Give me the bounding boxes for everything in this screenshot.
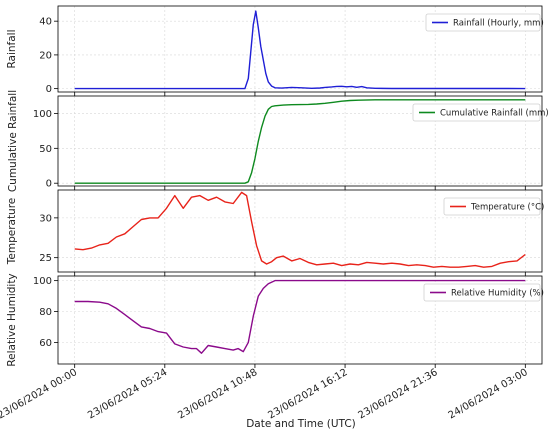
- legend: [423, 283, 541, 302]
- legend: [443, 197, 541, 216]
- legend: [412, 103, 541, 122]
- y-tick-label: 60: [39, 338, 52, 349]
- y-tick-label: 0: [46, 179, 52, 190]
- series-line: [74, 279, 526, 354]
- legend-label: Relative Humidity (%): [451, 289, 544, 299]
- legend: [425, 13, 541, 32]
- y-tick-label: 50: [39, 144, 52, 155]
- axes-frame: [57, 5, 543, 93]
- axes-frame: [57, 189, 543, 273]
- x-tick-label: 23/06/2024 16:12: [266, 367, 349, 421]
- panel-2: 0 50 100 Cumulative Rainfall Cumulative Rain…: [7, 90, 549, 192]
- series-line: [74, 99, 526, 184]
- legend-label: Rainfall (Hourly, mm): [453, 19, 544, 29]
- y-axis-label: Temperature: [6, 198, 18, 266]
- chart-panels: 0 20 40 Rainfall Rainfall (Hourly, mm) 0 50 100…: [0, 5, 549, 421]
- panel-4: 60 80 100 Relative Humidity Relative Humidit…: [6, 273, 544, 368]
- y-axis-label: Rainfall: [6, 29, 18, 68]
- series-line: [74, 191, 526, 268]
- legend-label: Cumulative Rainfall (mm): [440, 109, 549, 119]
- axes-frame: [57, 275, 543, 365]
- x-tick-label: 23/06/2024 21:36: [357, 367, 440, 421]
- y-tick-label: 0: [46, 84, 52, 95]
- x-axis-label: Date and Time (UTC): [246, 418, 356, 430]
- x-tick-label: 23/06/2024 10:48: [176, 367, 259, 421]
- x-tick-label: 23/06/2024 05:24: [86, 367, 169, 421]
- y-axis-label: Relative Humidity: [6, 273, 18, 366]
- x-tick-label: 24/06/2024 03:00: [447, 367, 530, 421]
- series-line: [74, 10, 526, 90]
- panel-1: 0 20 40 Rainfall Rainfall (Hourly, mm): [6, 5, 544, 96]
- y-tick-label: 40: [39, 17, 52, 28]
- y-tick-label: 20: [39, 50, 52, 61]
- y-tick-label: 100: [33, 109, 52, 120]
- y-tick-label: 25: [39, 253, 52, 264]
- x-tick-label: 23/06/2024 00:00: [0, 367, 79, 421]
- axes-frame: [57, 95, 543, 187]
- legend-label: Temperature (°C): [470, 203, 544, 213]
- y-tick-label: 80: [39, 307, 52, 318]
- y-tick-label: 100: [33, 276, 52, 287]
- panel-3: 25 30 Temperature Temperature (°C): [6, 189, 544, 276]
- y-tick-label: 30: [39, 213, 52, 224]
- y-axis-label: Cumulative Rainfall: [7, 90, 19, 192]
